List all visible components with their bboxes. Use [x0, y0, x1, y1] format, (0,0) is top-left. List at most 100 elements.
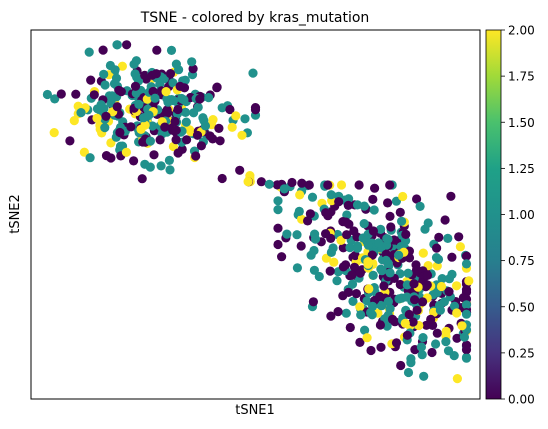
data-point: [101, 111, 111, 121]
data-point: [161, 87, 171, 97]
data-point: [396, 360, 406, 371]
data-point: [419, 371, 429, 381]
data-point: [287, 177, 297, 188]
data-point: [323, 180, 333, 190]
data-point: [126, 122, 136, 132]
data-point: [435, 305, 445, 315]
data-point: [273, 196, 283, 206]
data-point: [368, 194, 378, 204]
data-point: [336, 180, 347, 190]
data-point: [208, 115, 218, 125]
data-point: [130, 69, 140, 79]
data-point: [403, 268, 413, 278]
data-point: [342, 230, 352, 240]
data-point: [376, 342, 386, 352]
data-point: [89, 90, 99, 100]
data-point: [115, 127, 125, 138]
data-point: [440, 215, 450, 225]
data-point: [362, 333, 372, 343]
colorbar-tick-label: 0.00: [508, 393, 535, 407]
data-point: [101, 151, 112, 161]
data-point: [42, 89, 53, 100]
colorbar-tick-label: 0.75: [508, 254, 535, 268]
data-point: [140, 70, 150, 80]
data-point: [225, 104, 235, 115]
data-point: [368, 226, 378, 236]
data-point: [100, 123, 110, 133]
data-point: [402, 330, 412, 340]
data-point: [385, 268, 395, 278]
data-point: [452, 308, 462, 318]
y-axis-label: tSNE2: [8, 194, 23, 234]
data-point: [452, 374, 462, 384]
data-point: [367, 250, 377, 260]
data-point: [171, 125, 181, 135]
data-point: [307, 192, 318, 202]
data-point: [321, 229, 331, 239]
data-point: [309, 265, 319, 275]
data-point: [348, 296, 358, 306]
data-point: [145, 136, 155, 146]
chart-title: TSNE - colored by kras_mutation: [140, 10, 370, 26]
data-point: [375, 320, 385, 330]
data-point: [433, 254, 444, 264]
data-point: [444, 274, 454, 284]
data-point: [404, 309, 414, 320]
data-point: [385, 211, 395, 221]
data-point: [297, 178, 307, 188]
data-point: [459, 332, 469, 342]
data-point: [163, 108, 173, 118]
data-point: [282, 229, 292, 239]
data-point: [131, 88, 141, 98]
data-point: [240, 114, 250, 124]
data-point: [377, 266, 387, 276]
data-point: [417, 350, 427, 360]
data-point: [235, 165, 245, 175]
data-point: [406, 358, 416, 368]
data-point: [364, 284, 374, 294]
data-point: [368, 301, 378, 311]
data-point: [345, 322, 355, 333]
data-point: [426, 314, 436, 324]
data-point: [168, 95, 179, 106]
data-point: [341, 308, 351, 318]
data-point: [410, 295, 420, 305]
data-point: [345, 243, 355, 253]
data-point: [171, 135, 181, 145]
scatter-points: [42, 40, 474, 384]
data-point: [187, 57, 197, 67]
data-point: [360, 325, 370, 335]
data-point: [309, 245, 319, 256]
data-point: [76, 108, 86, 118]
data-point: [155, 135, 165, 145]
data-point: [308, 297, 318, 307]
data-point: [292, 230, 302, 240]
data-point: [347, 279, 358, 289]
data-point: [164, 155, 174, 165]
data-point: [334, 197, 344, 207]
data-point: [432, 243, 442, 253]
data-point: [461, 340, 472, 350]
data-point: [343, 200, 353, 210]
data-point: [354, 180, 364, 190]
data-point: [152, 45, 162, 55]
data-point: [321, 208, 331, 218]
data-point: [387, 314, 398, 324]
data-point: [343, 287, 354, 297]
data-point: [458, 293, 468, 303]
data-point: [420, 224, 430, 234]
data-point: [431, 339, 441, 349]
data-point: [427, 347, 437, 358]
data-point: [452, 333, 462, 343]
data-point: [355, 337, 365, 347]
data-point: [305, 209, 315, 219]
data-point: [165, 69, 176, 79]
data-point: [189, 108, 199, 118]
data-point: [177, 93, 187, 104]
data-point: [379, 281, 389, 291]
data-point: [416, 342, 426, 352]
data-point: [376, 224, 386, 234]
data-point: [140, 159, 150, 169]
data-point: [136, 124, 146, 134]
data-point: [422, 280, 432, 290]
